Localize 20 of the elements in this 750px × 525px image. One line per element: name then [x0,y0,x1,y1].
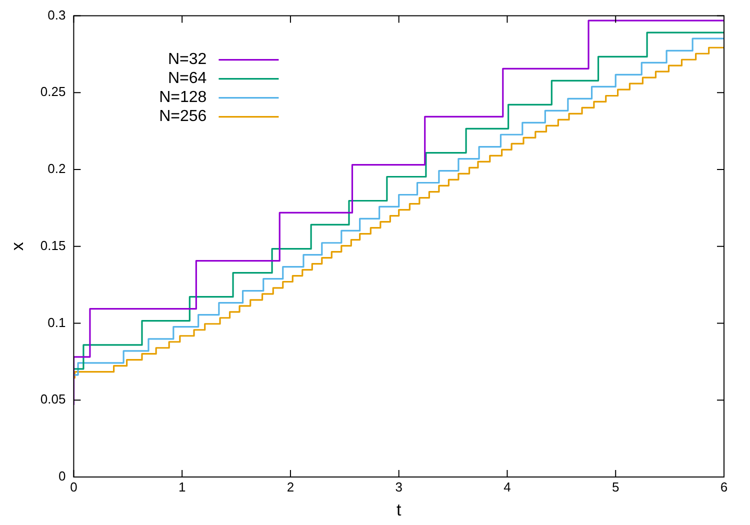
x-tick-label: 2 [286,479,294,494]
y-tick-label: 0.05 [40,392,66,407]
x-axis-title: t [396,500,402,520]
x-tick-label: 5 [612,479,620,494]
y-tick-label: 0 [58,468,66,484]
legend-label: N=128 [159,89,207,106]
legend-label: N=64 [168,70,207,88]
x-tick-label: 3 [395,479,402,494]
y-tick-label: 0.2 [48,161,66,176]
legend-label: N=32 [168,51,207,68]
y-axis-title: x [8,242,27,251]
y-tick-label: 0.1 [48,314,66,330]
legend-label: N=256 [159,108,207,126]
x-tick-label: 6 [720,479,728,494]
y-tick-label: 0.3 [48,7,66,22]
x-tick-label: 4 [504,479,511,494]
x-tick-label: 1 [178,479,186,494]
y-tick-label: 0.15 [40,238,66,253]
y-tick-label: 0.25 [40,84,66,100]
x-tick-label: 0 [70,479,78,494]
